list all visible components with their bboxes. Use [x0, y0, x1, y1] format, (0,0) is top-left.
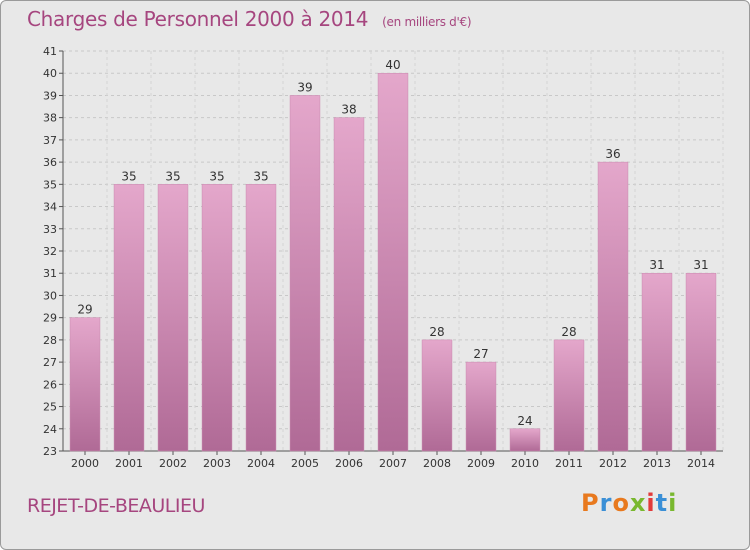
y-tick-label: 26: [43, 378, 57, 391]
y-tick-label: 29: [43, 312, 57, 325]
commune-name: REJET-DE-BEAULIEU: [27, 495, 205, 517]
data-label-2000: 29: [77, 303, 92, 317]
data-label-2003: 35: [209, 169, 224, 183]
x-tick-label-2010: 2010: [511, 457, 539, 470]
bar-2012: [597, 161, 629, 452]
y-tick-label: 30: [43, 289, 57, 302]
bar-2000: [69, 317, 101, 452]
logo-letter: i: [668, 489, 678, 517]
x-tick-label-2014: 2014: [687, 457, 715, 470]
chart-subtitle: (en milliers d'€): [382, 15, 472, 29]
x-tick-label-2009: 2009: [467, 457, 495, 470]
data-label-2008: 28: [429, 325, 444, 339]
x-tick-label-2006: 2006: [335, 457, 363, 470]
x-tick-label-2008: 2008: [423, 457, 451, 470]
logo-letter: x: [629, 489, 647, 517]
bar-2003: [201, 184, 233, 452]
data-label-2011: 28: [561, 325, 576, 339]
y-tick-label: 37: [43, 134, 57, 147]
data-label-2004: 35: [253, 169, 268, 183]
chart-title: Charges de Personnel 2000 à 2014 (en mill…: [27, 7, 472, 31]
x-tick-label-2007: 2007: [379, 457, 407, 470]
y-tick-label: 25: [43, 401, 57, 414]
y-tick-label: 32: [43, 245, 57, 258]
data-label-2010: 24: [517, 414, 532, 428]
data-label-2006: 38: [341, 103, 356, 117]
data-label-2012: 36: [605, 147, 620, 161]
bar-2005: [289, 95, 321, 452]
data-label-2001: 35: [121, 169, 136, 183]
data-label-2005: 39: [297, 80, 312, 94]
data-label-2007: 40: [385, 58, 400, 72]
logo-letter: o: [612, 489, 630, 517]
y-tick-label: 27: [43, 356, 57, 369]
bar-2007: [377, 72, 409, 452]
tick-labels: 23 24 25 26 27 28 29 30 31 32 33 34 35 36 37 38 39 40 41 20…: [43, 45, 715, 470]
x-tick-label-2002: 2002: [159, 457, 187, 470]
x-tick-label-2001: 2001: [115, 457, 143, 470]
bar-2004: [245, 184, 277, 452]
data-label-2002: 35: [165, 169, 180, 183]
x-tick-label-2003: 2003: [203, 457, 231, 470]
logo-letter: i: [646, 489, 656, 517]
bar-2010: [509, 428, 541, 452]
y-tick-label: 34: [43, 201, 57, 214]
logo-letter: r: [599, 489, 613, 517]
x-tick-label-2005: 2005: [291, 457, 319, 470]
x-tick-label-2013: 2013: [643, 457, 671, 470]
y-tick-label: 24: [43, 423, 57, 436]
chart-title-text: Charges de Personnel 2000 à 2014: [27, 7, 369, 31]
bar-2011: [553, 339, 585, 452]
y-tick-label: 41: [43, 45, 57, 58]
x-tick-label-2004: 2004: [247, 457, 275, 470]
y-tick-label: 36: [43, 156, 57, 169]
bar-2008: [421, 339, 453, 452]
y-tick-label: 31: [43, 267, 57, 280]
data-label-2014: 31: [693, 258, 708, 272]
x-tick-label-2000: 2000: [71, 457, 99, 470]
logo-letter: P: [581, 489, 600, 517]
y-tick-label: 35: [43, 178, 57, 191]
x-tick-label-2011: 2011: [555, 457, 583, 470]
bar-2014: [685, 272, 717, 452]
data-labels: 29 35 35 35 35 39 38 40 28 27 24 28 36 31 31: [77, 58, 708, 428]
bar-2009: [465, 361, 497, 452]
y-tick-label: 40: [43, 67, 57, 80]
bar-2001: [113, 184, 145, 452]
logo-letter: t: [655, 489, 669, 517]
y-tick-label: 33: [43, 223, 57, 236]
data-label-2009: 27: [473, 347, 488, 361]
x-tick-label-2012: 2012: [599, 457, 627, 470]
proxiti-logo[interactable]: Proxiti: [581, 489, 677, 517]
y-tick-label: 23: [43, 445, 57, 458]
bar-2002: [157, 184, 189, 452]
y-tick-label: 39: [43, 89, 57, 102]
bar-2013: [641, 272, 673, 452]
data-label-2013: 31: [649, 258, 664, 272]
y-tick-label: 28: [43, 334, 57, 347]
y-tick-label: 38: [43, 112, 57, 125]
bars: [69, 72, 717, 452]
bar-2006: [333, 117, 365, 452]
